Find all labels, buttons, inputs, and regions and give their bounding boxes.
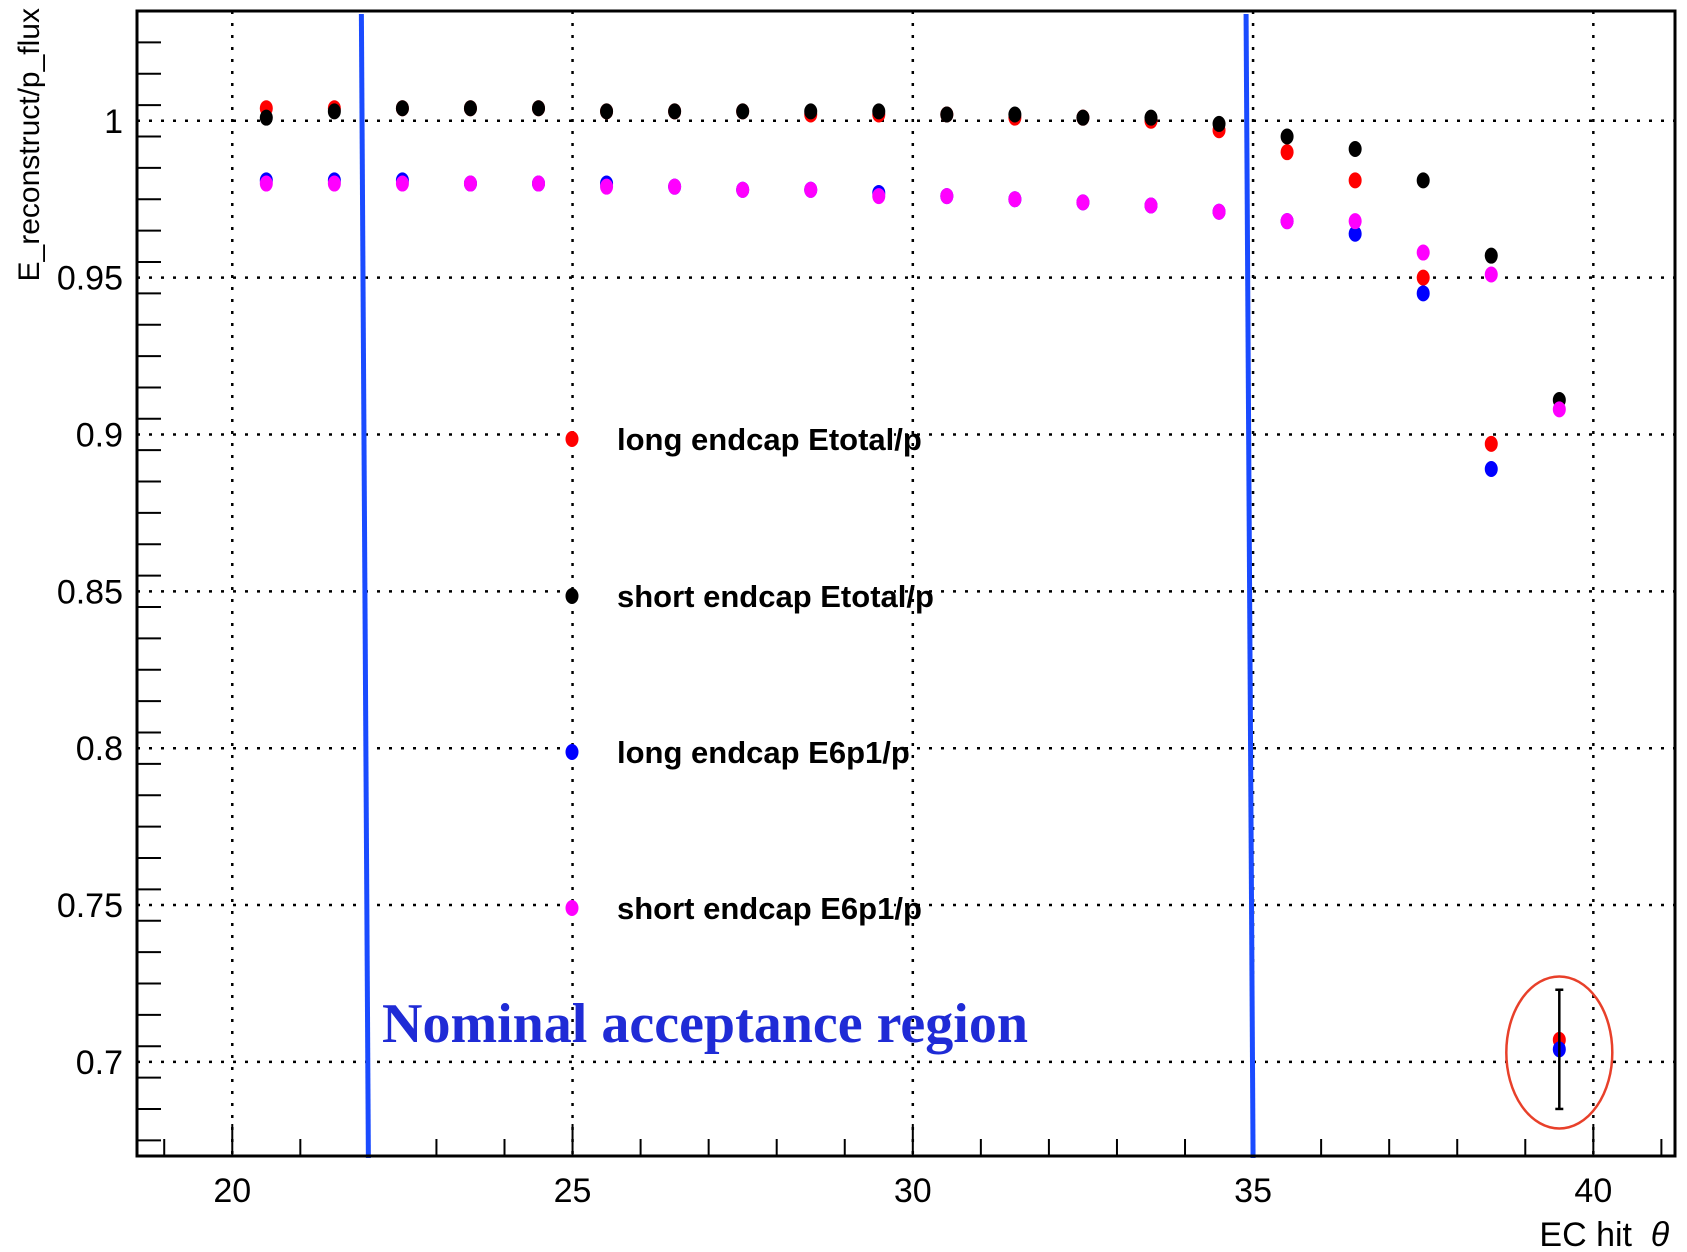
legend-marker: [565, 431, 579, 447]
data-point: [1484, 247, 1498, 264]
legend-bg: [574, 880, 894, 936]
acceptance-start-line: [358, 13, 371, 1159]
data-point: [327, 175, 341, 192]
data-point: [395, 175, 409, 192]
legend: long endcap Etotal/p short endcap Etotal/…: [565, 411, 934, 936]
plot-frame: [135, 9, 1677, 1158]
data-point: [1348, 213, 1362, 230]
x-tick-label: 25: [554, 1172, 592, 1210]
data-point: [1484, 461, 1498, 477]
data-point: [1484, 266, 1498, 283]
y-axis-label: E_reconstruct/p_flux: [13, 8, 46, 281]
legend-marker: [565, 588, 579, 604]
data-point: [1212, 115, 1226, 132]
acceptance-end-line: [1243, 13, 1256, 1159]
y-tick-label: 0.75: [57, 887, 123, 925]
legend-label: long endcap E6p1/p: [617, 735, 910, 770]
data-point: [1008, 106, 1022, 123]
legend-label: short endcap E6p1/p: [617, 891, 922, 926]
legend-label: long endcap Etotal/p: [617, 422, 922, 457]
data-point: [395, 100, 409, 117]
data-point: [1484, 435, 1498, 452]
data-point: [532, 175, 546, 192]
data-point: [668, 103, 682, 120]
data-point: [940, 106, 954, 123]
axis-ticks: [137, 41, 1663, 1156]
y-tick-label: 0.95: [57, 260, 123, 298]
acceptance-region-label: Nominal acceptance region: [382, 993, 1028, 1055]
highlight-circle: [1505, 975, 1614, 1130]
legend-marker: [565, 744, 579, 760]
data-point: [1076, 194, 1090, 211]
y-tick-label: 0.9: [76, 416, 123, 454]
data-point: [872, 103, 886, 120]
data-point: [1280, 144, 1294, 161]
data-point: [463, 100, 477, 117]
data-point: [804, 103, 818, 120]
y-tick-label: 0.8: [76, 730, 123, 768]
data-point: [1416, 269, 1430, 286]
data-point: [600, 178, 614, 195]
legend-bg: [574, 724, 894, 780]
data-point: [940, 188, 954, 205]
data-point: [1416, 244, 1430, 261]
x-tick-label: 40: [1574, 1172, 1612, 1210]
data-point: [872, 188, 886, 205]
data-point: [668, 178, 682, 195]
data-point: [1212, 203, 1226, 220]
annotations: Nominal acceptance region: [358, 13, 1614, 1159]
x-tick-label: 30: [894, 1172, 932, 1210]
data-point: [1008, 191, 1022, 208]
axis-labels: 20 25 30 35 40 0.7 0.75 0.8 0.85 0.9 0.95 1 E_recons…: [13, 8, 1670, 1252]
data-point: [804, 181, 818, 198]
data-point: [327, 103, 341, 120]
data-point: [600, 103, 614, 120]
legend-bg: [574, 568, 894, 624]
y-tick-label: 0.7: [76, 1044, 123, 1082]
data-point: [1552, 401, 1566, 418]
x-axis-symbol: θ: [1651, 1216, 1670, 1252]
data-point: [736, 181, 750, 198]
y-tick-label: 0.85: [57, 573, 123, 611]
y-tick-label: 1: [104, 103, 123, 141]
data-point: [463, 175, 477, 192]
grid-lines: [137, 11, 1675, 1156]
data-point: [1348, 172, 1362, 189]
legend-bg: [574, 411, 894, 467]
x-tick-label: 20: [213, 1172, 251, 1210]
data-points: [259, 100, 1566, 1058]
legend-label: short endcap Etotal/p: [617, 579, 934, 614]
data-point: [532, 100, 546, 117]
x-tick-label: 35: [1234, 1172, 1272, 1210]
data-point: [1416, 172, 1430, 189]
data-point: [1280, 128, 1294, 145]
data-point: [1280, 213, 1294, 230]
data-point: [1144, 109, 1158, 126]
x-axis-label: EC hit: [1539, 1216, 1632, 1252]
data-point: [1144, 197, 1158, 214]
data-point: [259, 175, 273, 192]
legend-marker: [565, 900, 579, 916]
data-point: [1076, 109, 1090, 126]
data-point: [1416, 285, 1430, 302]
data-point: [1348, 225, 1362, 242]
data-point: [1348, 141, 1362, 158]
data-point: [259, 109, 273, 126]
data-point: [736, 103, 750, 120]
